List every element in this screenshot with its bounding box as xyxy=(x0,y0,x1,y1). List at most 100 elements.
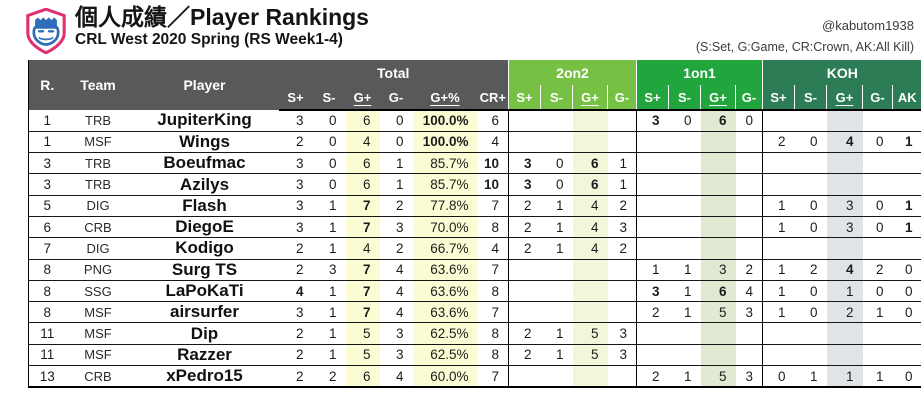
cell-koh-stat: 1 xyxy=(762,259,795,281)
subheader-1on1-s-plus: S+ xyxy=(636,85,669,111)
cell-1on1-stat xyxy=(735,216,763,239)
page-subtitle: CRL West 2020 Spring (RS Week1-4) xyxy=(75,30,343,48)
cell-rank: 5 xyxy=(28,195,66,217)
cell-koh-stat: 2 xyxy=(794,259,827,281)
group-header-1on1: 1on1 xyxy=(636,60,763,85)
cell-total-stat: 2 xyxy=(278,344,313,367)
cell-1on1-stat xyxy=(636,173,669,196)
cell-2on2-stat: 0 xyxy=(540,173,573,196)
cell-koh-stat xyxy=(826,110,863,132)
cell-2on2-stat xyxy=(572,131,608,154)
cell-koh-stat xyxy=(794,344,827,367)
cell-total-stat: 62.5% xyxy=(412,322,478,345)
cell-player: Surg TS xyxy=(130,259,279,281)
cell-total-stat: 3 xyxy=(278,216,313,239)
subheader-1on1-g-minus: G- xyxy=(735,85,763,111)
cell-1on1-stat xyxy=(668,216,701,239)
cell-koh-stat: 0 xyxy=(862,216,893,239)
table-row: 1 TRB JupiterKing 3 0 6 0 100.0% 6 3 0 6 0 xyxy=(28,110,921,132)
cell-total-stat: 7 xyxy=(345,301,380,324)
subheader-2on2-g-plus: G+ xyxy=(572,85,608,111)
cell-rank: 3 xyxy=(28,173,66,196)
subheader-2on2-g-minus: G- xyxy=(607,85,637,111)
cell-koh-stat: 1 xyxy=(826,365,863,389)
cell-koh-stat xyxy=(826,152,863,175)
cell-rank: 1 xyxy=(28,131,66,154)
cell-total-stat: 2 xyxy=(312,365,346,389)
cell-total-stat: 1 xyxy=(312,216,346,239)
table-row: 11 MSF Razzer 2 1 5 3 62.5% 8 2 1 5 3 xyxy=(28,344,921,367)
header-team: Team xyxy=(65,60,131,110)
cell-koh-stat xyxy=(762,344,795,367)
cell-total-stat: 7 xyxy=(345,195,380,217)
cell-rank: 11 xyxy=(28,344,66,367)
cell-2on2-stat: 6 xyxy=(572,173,608,196)
table-row: 13 CRB xPedro15 2 2 6 4 60.0% 7 2 1 5 3 0 1 1 1 0 xyxy=(28,365,921,389)
table-row: 11 MSF Dip 2 1 5 3 62.5% 8 2 1 5 3 xyxy=(28,322,921,345)
cell-koh-stat xyxy=(862,322,893,345)
cell-total-stat: 1 xyxy=(379,173,413,196)
cell-1on1-stat: 0 xyxy=(735,110,763,132)
cell-total-stat: 7 xyxy=(477,301,509,324)
cell-2on2-stat: 4 xyxy=(572,195,608,217)
cell-total-stat: 1 xyxy=(379,152,413,175)
cell-koh-stat: 2 xyxy=(762,131,795,154)
group-header-total: Total xyxy=(278,60,509,85)
cell-total-stat: 0 xyxy=(379,131,413,154)
cell-2on2-stat: 2 xyxy=(508,195,541,217)
cell-1on1-stat xyxy=(735,131,763,154)
cell-2on2-stat xyxy=(540,131,573,154)
cell-total-stat: 4 xyxy=(379,365,413,389)
cell-koh-stat xyxy=(794,110,827,132)
cell-1on1-stat xyxy=(735,173,763,196)
cell-koh-stat xyxy=(826,344,863,367)
cell-total-stat: 4 xyxy=(477,237,509,260)
cell-1on1-stat xyxy=(700,322,736,345)
cell-total-stat: 2 xyxy=(278,259,313,281)
cell-koh-stat xyxy=(762,110,795,132)
cell-total-stat: 5 xyxy=(345,344,380,367)
cell-koh-stat: 1 xyxy=(762,216,795,239)
cell-team: TRB xyxy=(65,152,131,175)
cell-koh-stat xyxy=(762,237,795,260)
cell-total-stat: 8 xyxy=(477,344,509,367)
cell-total-stat: 2 xyxy=(278,131,313,154)
cell-total-stat: 100.0% xyxy=(412,110,478,132)
cell-1on1-stat: 3 xyxy=(735,365,763,389)
cell-koh-stat: 1 xyxy=(794,365,827,389)
cell-koh-stat xyxy=(826,173,863,196)
cell-total-stat: 6 xyxy=(345,110,380,132)
cell-1on1-stat xyxy=(668,195,701,217)
cell-1on1-stat: 2 xyxy=(735,259,763,281)
cell-koh-stat xyxy=(762,322,795,345)
cell-2on2-stat xyxy=(607,301,637,324)
table-row: 7 DIG Kodigo 2 1 4 2 66.7% 4 2 1 4 2 xyxy=(28,237,921,260)
cell-total-stat: 6 xyxy=(345,152,380,175)
cell-2on2-stat xyxy=(508,259,541,281)
cell-1on1-stat: 5 xyxy=(700,365,736,389)
cell-koh-stat: 0 xyxy=(794,301,827,324)
cell-koh-stat xyxy=(892,322,921,345)
cell-1on1-stat xyxy=(700,195,736,217)
cell-koh-stat: 1 xyxy=(762,195,795,217)
cell-total-stat: 2 xyxy=(379,237,413,260)
title-block: 個人成績／Player Rankings CRL West 2020 Sprin… xyxy=(75,4,369,48)
cell-1on1-stat xyxy=(668,237,701,260)
table-row: 8 MSF airsurfer 3 1 7 4 63.6% 7 2 1 5 3 1 0 2 1 0 xyxy=(28,301,921,324)
cell-total-stat: 8 xyxy=(477,322,509,345)
cell-2on2-stat: 1 xyxy=(607,173,637,196)
rankings-tbody: 1 TRB JupiterKing 3 0 6 0 100.0% 6 3 0 6 0 1 MSF Wings 2… xyxy=(28,110,921,389)
cell-1on1-stat: 1 xyxy=(668,259,701,281)
cell-player: xPedro15 xyxy=(130,365,279,389)
right-info: @kabutom1938 (S:Set, G:Game, CR:Crown, A… xyxy=(696,5,917,54)
cell-koh-stat: 1 xyxy=(892,131,921,154)
subheader-total-cr-plus: CR+ xyxy=(477,85,509,111)
cell-total-stat: 63.6% xyxy=(412,280,478,303)
cell-2on2-stat: 6 xyxy=(572,152,608,175)
cell-total-stat: 3 xyxy=(278,195,313,217)
cell-koh-stat: 0 xyxy=(892,365,921,389)
group-header-2on2: 2on2 xyxy=(508,60,637,85)
cell-1on1-stat xyxy=(735,237,763,260)
table-row: 8 PNG Surg TS 2 3 7 4 63.6% 7 1 1 3 2 1 2 4 2 0 xyxy=(28,259,921,281)
cell-1on1-stat xyxy=(668,344,701,367)
